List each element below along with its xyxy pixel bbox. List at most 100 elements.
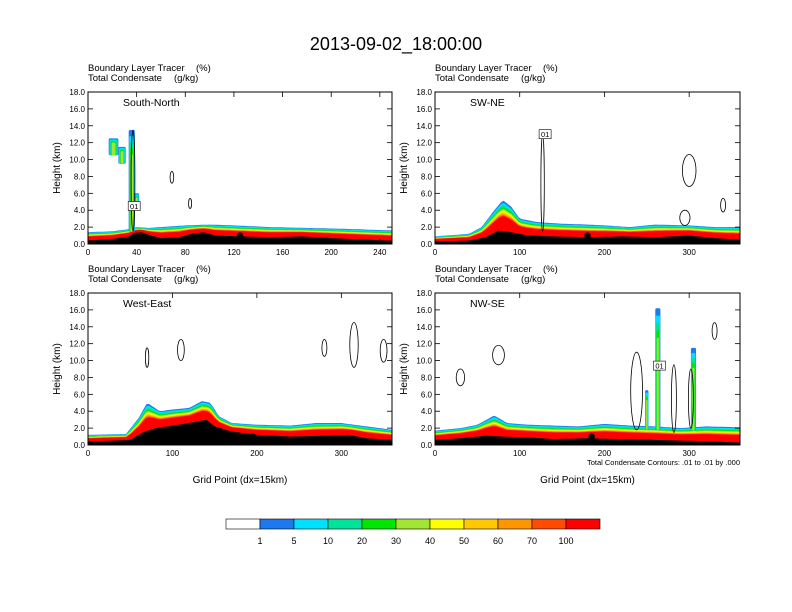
condensate-contour [349, 322, 359, 368]
plume-column [656, 337, 659, 431]
y-axis-label: Height (km) [52, 343, 63, 395]
plume-column [111, 142, 116, 156]
plot-frame [434, 292, 741, 446]
contour-label-box [127, 201, 141, 211]
y-tick-label: 0.0 [421, 441, 433, 450]
x-tick-label: 40 [132, 248, 141, 257]
y-tick-label: 14.0 [69, 323, 85, 332]
y-tick-label: 6.0 [74, 390, 86, 399]
plot-frame [87, 292, 393, 446]
y-tick-label: 6.0 [421, 189, 433, 198]
x-tick-label: 0 [433, 449, 438, 458]
legend-swatch [463, 518, 499, 530]
contour-label: 01 [541, 130, 549, 139]
y-tick-label: 18.0 [416, 88, 432, 97]
y-tick-label: 6.0 [74, 189, 86, 198]
x-tick-label: 0 [433, 248, 438, 257]
y-tick-label: 4.0 [74, 407, 86, 416]
x-tick-label: 300 [682, 248, 696, 257]
y-tick-label: 18.0 [69, 88, 85, 97]
y-tick-label: 12.0 [69, 139, 85, 148]
x-tick-label: 120 [227, 248, 241, 257]
condensate-contour [455, 368, 465, 387]
subtitle-condensate-unit: (g/kg) [174, 73, 198, 84]
plot-area [88, 293, 392, 445]
panel-label: SW-NE [470, 97, 505, 109]
panel-label: West-East [123, 298, 171, 310]
legend-label: 1 [257, 536, 262, 546]
legend-swatch [429, 518, 465, 530]
legend-swatch [225, 518, 261, 530]
x-tick-label: 200 [598, 248, 612, 257]
y-tick-label: 10.0 [416, 156, 432, 165]
condensate-contour [492, 344, 505, 366]
x-tick-label: 80 [181, 248, 190, 257]
subtitle-condensate-unit: (g/kg) [174, 274, 198, 285]
subtitle-condensate: Total Condensate [88, 274, 162, 285]
subtitle-tracer: Boundary Layer Tracer [88, 63, 185, 74]
y-tick-label: 12.0 [416, 340, 432, 349]
y-tick-label: 4.0 [421, 206, 433, 215]
legend-label: 40 [425, 536, 435, 546]
y-tick-label: 12.0 [69, 340, 85, 349]
condensate-contour [679, 209, 691, 226]
legend-label: 100 [558, 536, 573, 546]
y-tick-label: 16.0 [69, 306, 85, 315]
plot-area [88, 92, 392, 244]
legend-label: 10 [323, 536, 333, 546]
plot-area [435, 293, 740, 445]
panels-group: Boundary Layer Tracer (%) Total Condensate… [52, 63, 741, 486]
location-marker [584, 232, 591, 239]
legend-swatch [327, 518, 363, 530]
x-tick-label: 240 [373, 248, 387, 257]
x-tick-label: 200 [598, 449, 612, 458]
plot-frame [434, 91, 741, 245]
contour-label-box [538, 129, 552, 139]
condensate-contour [711, 322, 718, 340]
subtitle-tracer-unit: (%) [543, 264, 558, 275]
x-tick-label: 100 [513, 248, 527, 257]
legend-label: 70 [527, 536, 537, 546]
subtitle-tracer-unit: (%) [196, 63, 211, 74]
condensate-contour [379, 338, 388, 363]
y-tick-label: 8.0 [74, 373, 86, 382]
y-tick-label: 14.0 [416, 323, 432, 332]
y-tick-label: 16.0 [416, 306, 432, 315]
contour-label: 01 [655, 362, 663, 371]
y-tick-label: 0.0 [421, 240, 433, 249]
legend-swatch [259, 518, 295, 530]
panel-label: South-North [123, 97, 180, 109]
condensate-contour [321, 339, 328, 357]
condensate-contour [630, 351, 643, 431]
y-tick-label: 4.0 [421, 407, 433, 416]
y-axis-label: Height (km) [399, 142, 410, 194]
y-tick-label: 16.0 [416, 105, 432, 114]
y-tick-label: 8.0 [421, 172, 433, 181]
legend-label: 20 [357, 536, 367, 546]
x-tick-label: 100 [513, 449, 527, 458]
subtitle-tracer-unit: (%) [196, 264, 211, 275]
panel-west-east: Boundary Layer Tracer (%) Total Condensate… [52, 264, 393, 486]
panel-label: NW-SE [470, 298, 505, 310]
y-tick-label: 2.0 [74, 424, 86, 433]
contour-label-box [653, 360, 666, 371]
plot-area [435, 92, 740, 244]
subtitle-tracer-unit: (%) [543, 63, 558, 74]
terrain-fill [435, 435, 740, 445]
subtitle-condensate-unit: (g/kg) [521, 274, 545, 285]
legend-label: 30 [391, 536, 401, 546]
subtitle-condensate-unit: (g/kg) [521, 73, 545, 84]
contour-label: 01 [130, 202, 138, 211]
y-tick-label: 6.0 [421, 390, 433, 399]
y-tick-label: 8.0 [74, 172, 86, 181]
legend-swatch [497, 518, 533, 530]
y-tick-label: 2.0 [421, 424, 433, 433]
condensate-contour [671, 364, 677, 433]
subtitle-condensate: Total Condensate [435, 274, 509, 285]
condensate-contour [688, 368, 694, 429]
contour-note: Total Condensate Contours: .01 to .01 by… [587, 458, 740, 467]
legend-label: 5 [291, 536, 296, 546]
condensate-contour [682, 154, 697, 187]
subtitle-condensate: Total Condensate [88, 73, 162, 84]
x-tick-label: 200 [250, 449, 264, 458]
